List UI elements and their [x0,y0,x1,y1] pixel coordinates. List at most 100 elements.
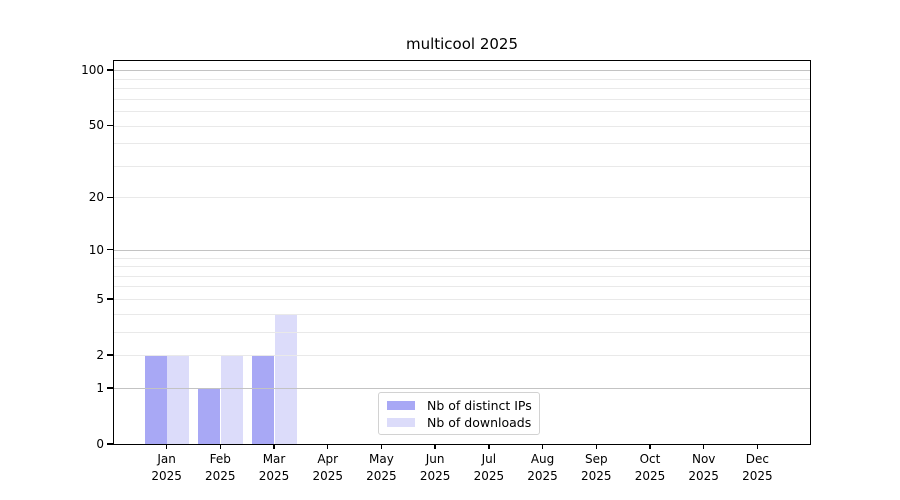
minor-gridline-5 [114,298,810,300]
y-tick-mark-1 [107,387,113,389]
minor-gridline-50 [114,125,810,127]
legend-entry-downloads: Nb of downloads [387,414,532,430]
axes-ticks-layer: 0 1 2 5 10 20 50 100 Jan 2025 Feb 2025 Mar 2025 Apr 202… [81,61,810,483]
major-gridline-100 [114,70,810,72]
minor-gridline-6 [114,286,810,288]
x-tick-month: Jun [425,452,445,466]
y-tick-label-20: 20 [88,190,104,205]
x-tick-mark-jul [488,444,490,449]
minor-gridline-7 [114,275,810,277]
x-tick-month: Nov [691,452,716,466]
x-tick-month: Feb [209,452,231,466]
x-tick-label-jun: Jun 2025 [405,451,465,485]
x-tick-label-jul: Jul 2025 [459,451,519,485]
gridlines-layer [114,61,810,444]
chart-title: multicool 2025 [405,35,519,53]
plot-area: 0 1 2 5 10 20 50 100 Jan 2025 Feb 2025 Mar 2025 Apr 202… [81,60,811,483]
y-tick-label-100: 100 [81,63,104,78]
x-tick-month: Sep [584,452,608,466]
bar-distinct-ips-feb [198,387,221,444]
bar-distinct-ips-jan [144,355,167,444]
legend-swatch-distinct-ips [387,400,415,410]
x-tick-month: Oct [639,452,661,466]
x-tick-label-jan: Jan 2025 [137,451,197,485]
x-tick-year: 2025 [580,469,612,483]
minor-gridline-80 [114,88,810,89]
x-tick-year: 2025 [366,469,397,483]
x-tick-year: 2025 [473,469,505,483]
minor-gridline-4 [114,313,810,315]
x-tick-label-feb: Feb 2025 [190,451,250,485]
bars-layer [114,61,810,444]
x-tick-mark-nov [702,444,705,449]
minor-gridline-9 [114,257,810,259]
x-tick-label-apr: Apr 2025 [298,451,358,485]
legend-swatch-downloads [387,417,415,427]
x-tick-month: Jan [157,452,176,466]
legend-label-distinct-ips: Nb of distinct IPs [427,397,532,413]
y-tick-label-50: 50 [88,118,104,133]
y-tick-label-1: 1 [96,380,104,395]
x-tick-label-aug: Aug 2025 [513,451,573,485]
x-tick-month: Dec [745,452,769,466]
y-tick-label-10: 10 [88,242,104,257]
x-tick-mark-may [380,444,383,449]
y-tick-mark-20 [107,196,113,199]
y-tick-mark-100 [107,69,113,71]
x-tick-mark-mar [273,444,275,449]
x-tick-month: May [369,452,394,466]
x-tick-label-nov: Nov 2025 [674,451,734,485]
x-tick-month: Aug [530,452,555,466]
y-tick-label-2: 2 [96,347,104,362]
x-tick-month: Jul [481,452,497,466]
minor-gridline-30 [114,165,810,167]
y-tick-mark-50 [107,124,113,127]
x-tick-month: Mar [262,452,286,466]
major-gridline-10 [114,249,810,251]
y-tick-label-5: 5 [96,291,104,306]
bar-distinct-ips-mar [252,355,275,444]
x-tick-label-sep: Sep 2025 [566,451,626,485]
y-tick-mark-10 [107,248,113,251]
x-tick-mark-aug [541,444,544,449]
legend: Nb of distinct IPs Nb of downloads [378,392,540,435]
minor-gridline-70 [114,98,810,100]
y-tick-mark-0 [107,443,113,445]
minor-gridline-40 [114,143,810,145]
x-tick-label-mar: Mar 2025 [244,451,304,485]
minor-gridline-60 [114,110,810,112]
x-tick-mark-apr [326,444,329,449]
x-tick-mark-dec [756,444,759,449]
x-tick-mark-jun [434,444,436,449]
legend-label-downloads: Nb of downloads [427,414,532,430]
x-tick-year: 2025 [688,469,719,483]
bar-downloads-feb [220,355,243,444]
x-tick-mark-feb [219,444,222,449]
x-tick-mark-oct [649,444,651,449]
x-tick-year: 2025 [151,469,182,483]
x-tick-year: 2025 [742,469,773,483]
x-tick-year: 2025 [312,469,343,483]
x-tick-label-oct: Oct 2025 [620,451,680,485]
legend-entry-distinct-ips: Nb of distinct IPs [387,397,532,413]
minor-gridline-90 [114,78,810,80]
major-gridline-1 [114,387,810,389]
bar-downloads-jan [167,355,190,444]
minor-gridline-2 [114,355,810,356]
x-tick-year: 2025 [258,469,290,483]
x-tick-month: Apr [317,452,339,466]
y-tick-mark-2 [107,354,113,356]
bar-downloads-mar [274,313,297,444]
minor-gridline-20 [114,197,810,199]
x-tick-mark-jan [165,444,168,449]
y-tick-label-0: 0 [96,437,104,451]
minor-gridline-8 [114,266,810,267]
minor-gridline-3 [114,331,810,333]
x-tick-year: 2025 [205,469,236,483]
x-tick-year: 2025 [527,469,558,483]
x-tick-year: 2025 [634,469,666,483]
x-tick-label-may: May 2025 [351,451,411,485]
y-tick-mark-5 [107,298,113,300]
x-tick-year: 2025 [419,469,451,483]
